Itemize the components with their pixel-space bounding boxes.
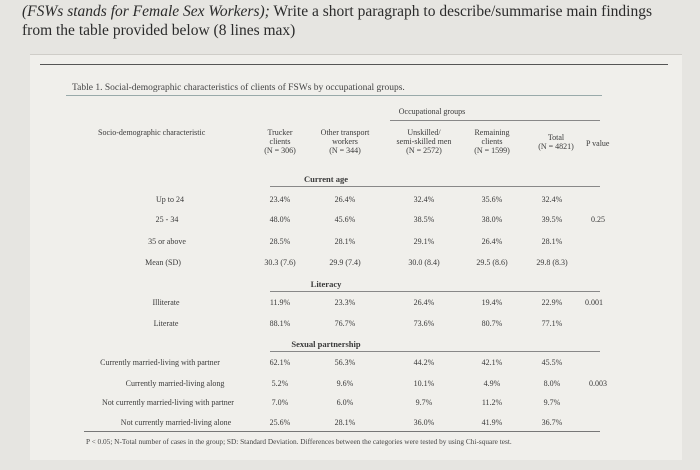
cell: 29.1% [413,237,435,246]
row-label: 25 - 34 [155,215,179,224]
cell: 26.4% [481,237,503,246]
cell: 56.3% [334,358,356,367]
column-header: Other transport workers (N = 344) [320,128,370,155]
cell: 30.0 (8.4) [408,258,440,267]
row-label: Not currently married-living with partne… [102,398,234,407]
column-header: Unskilled/semi-skilled men (N = 2572) [396,128,452,155]
table-footnote: P < 0.05; N-Total number of cases in the… [86,437,512,446]
cell: 38.0% [481,215,503,224]
section-rule [270,186,600,187]
section-title: Literacy [310,279,342,289]
p-value: 0.001 [585,298,603,307]
cell: 6.0% [336,398,354,407]
cell: 88.1% [269,319,291,328]
row-label: Currently married-living along [125,379,225,388]
cell: 32.4% [541,195,563,204]
cell: 32.4% [413,195,435,204]
section-title: Sexual partnership [291,339,361,349]
cell: 5.2% [271,379,289,388]
cell: 77.1% [541,319,563,328]
cell: 9.6% [336,379,354,388]
cell: 38.5% [413,215,435,224]
table-caption: Table 1. Social-demographic characterist… [72,83,405,93]
cell: 45.6% [334,215,356,224]
cell: 7.0% [271,398,289,407]
cell: 22.9% [541,298,563,307]
cell: 35.6% [481,195,503,204]
caption-rule [66,95,602,96]
row-label: 35 or above [148,237,186,246]
cell: 29.9 (7.4) [329,258,361,267]
cell: 19.4% [481,298,503,307]
cell: 41.9% [481,418,503,427]
table-photo [30,54,682,460]
column-header: Trucker clients (N = 306) [264,128,296,155]
row-label: Mean (SD) [145,258,181,267]
cell: 25.6% [269,418,291,427]
cell: 73.6% [413,319,435,328]
cell: 39.5% [541,215,563,224]
column-header: Total (N = 4821) [538,133,574,151]
cell: 28.5% [269,237,291,246]
row-label: Literate [153,319,179,328]
cell: 48.0% [269,215,291,224]
group-rule [390,120,600,121]
cell: 11.9% [269,298,291,307]
row-label: Up to 24 [156,195,184,204]
column-header: Remaining clients (N = 1599) [474,128,510,155]
divider [40,64,668,65]
cell: 9.7% [415,398,433,407]
cell: 36.0% [413,418,435,427]
cell: 11.2% [481,398,503,407]
cell: 28.1% [334,237,356,246]
question-text: (FSWs stands for Female Sex Workers); Wr… [22,2,692,40]
cell: 42.1% [481,358,503,367]
cell: 44.2% [413,358,435,367]
p-value: 0.003 [589,379,607,388]
table-bottom-rule [84,431,600,432]
cell: 4.9% [483,379,501,388]
cell: 23.4% [269,195,291,204]
cell: 26.4% [413,298,435,307]
section-rule [270,351,600,352]
cell: 76.7% [334,319,356,328]
pvalue-header: P value [586,139,610,148]
cell: 28.1% [334,418,356,427]
row-header: Socio-demographic characteristic [98,128,206,137]
cell: 29.8 (8.3) [536,258,568,267]
cell: 29.5 (8.6) [476,258,508,267]
cell: 10.1% [413,379,435,388]
section-rule [270,291,600,292]
cell: 23.3% [334,298,356,307]
question-italic: (FSWs stands for Female Sex Workers); [22,3,270,20]
row-label: Currently married-living with partner [100,358,220,367]
cell: 30.3 (7.6) [264,258,296,267]
question-line2: from the table provided below (8 lines m… [22,22,296,39]
cell: 28.1% [541,237,563,246]
row-label: Illiterate [152,298,180,307]
cell: 62.1% [269,358,291,367]
cell: 9.7% [543,398,561,407]
cell: 36.7% [541,418,563,427]
cell: 8.0% [543,379,561,388]
cell: 45.5% [541,358,563,367]
row-label: Not currently married-living alone [120,418,232,427]
section-title: Current age [304,174,348,184]
cell: 80.7% [481,319,503,328]
p-value: 0.25 [591,215,605,224]
cell: 26.4% [334,195,356,204]
group-header: Occupational groups [398,107,466,116]
question-line1: Write a short paragraph to describe/summ… [269,3,652,20]
